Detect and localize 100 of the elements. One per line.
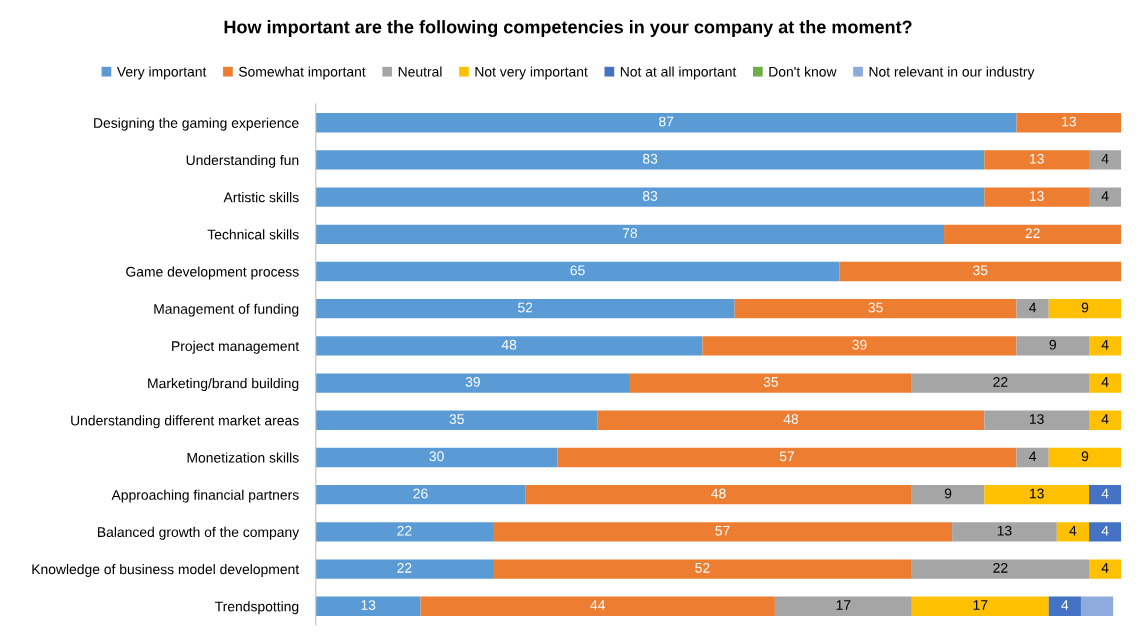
- legend-label: Don't know: [769, 66, 837, 77]
- data-label: 17: [973, 600, 988, 610]
- data-label: 22: [993, 376, 1008, 387]
- legend-label: Not at all important: [620, 66, 737, 80]
- data-label: 4: [1101, 488, 1109, 499]
- y-tick-label: Understanding fun: [186, 154, 299, 168]
- bar: [315, 187, 985, 207]
- bar: [984, 484, 1090, 505]
- bar: [525, 484, 912, 505]
- bar: [315, 522, 493, 542]
- bar: [1089, 559, 1122, 579]
- data-label: 4: [1061, 600, 1069, 610]
- legend-label: Very important: [116, 66, 207, 80]
- data-label: 4: [1069, 525, 1077, 536]
- data-label: 39: [852, 339, 867, 350]
- y-tick-label: Trendspotting: [215, 601, 299, 615]
- data-label: 9: [944, 488, 952, 499]
- y-tick-label: Marketing/brand building: [148, 378, 299, 391]
- data-label: 35: [973, 265, 988, 276]
- data-label: 22: [397, 525, 412, 536]
- data-label: 4: [1101, 339, 1109, 350]
- data-label: 78: [622, 228, 638, 239]
- bar: [1016, 113, 1122, 133]
- bar: [911, 484, 985, 505]
- bar: [944, 224, 1122, 244]
- bar: [629, 373, 912, 393]
- data-label: 9: [1081, 302, 1089, 313]
- bar: [774, 596, 912, 616]
- y-tick-label: Approaching financial partners: [111, 489, 299, 503]
- data-label: 52: [518, 302, 533, 313]
- data-label: 17: [836, 600, 851, 610]
- data-label: 57: [715, 525, 730, 536]
- data-label: 4: [1101, 153, 1109, 164]
- data-label: 13: [1030, 488, 1044, 499]
- data-label: 83: [642, 191, 658, 201]
- data-label: 9: [1081, 451, 1089, 462]
- data-label: 4: [1029, 451, 1037, 462]
- bar: [315, 596, 421, 616]
- bar: [984, 150, 1090, 170]
- data-label: 65: [570, 265, 585, 276]
- bar: [1089, 150, 1122, 170]
- bar: [1089, 336, 1122, 356]
- data-label: 52: [695, 562, 710, 573]
- bar: [1089, 373, 1122, 393]
- bar: [1080, 596, 1114, 616]
- bar: [315, 261, 840, 282]
- data-label: 48: [783, 414, 799, 425]
- data-label: 57: [779, 451, 795, 462]
- bar: [1016, 299, 1049, 319]
- bar: [1089, 522, 1122, 542]
- y-tick-label: Knowledge of business model development: [32, 564, 300, 577]
- data-label: 39: [465, 376, 480, 387]
- data-label: 48: [711, 488, 726, 499]
- chart-title: How important are the following competencies in your company at the moment?: [224, 20, 912, 38]
- data-label: 30: [429, 451, 444, 462]
- data-label: 13: [997, 525, 1012, 536]
- data-label: 13: [1030, 414, 1044, 425]
- bar: [420, 596, 775, 616]
- data-label: 4: [1101, 191, 1109, 201]
- data-label: 22: [397, 562, 412, 573]
- data-label: 4: [1101, 377, 1109, 387]
- bar: [493, 522, 953, 542]
- data-label: 48: [501, 339, 517, 350]
- data-label: 35: [763, 376, 779, 387]
- bar: [315, 224, 945, 244]
- bar: [315, 373, 630, 393]
- y-tick-label: Project management: [172, 340, 300, 354]
- bar: [315, 113, 1017, 133]
- data-label: 83: [642, 153, 658, 164]
- bar: [315, 299, 735, 319]
- legend-label: Not relevant in our industry: [869, 66, 1035, 80]
- y-tick-label: Monetization skills: [187, 452, 299, 463]
- y-tick-label: Balanced growth of the company: [98, 526, 300, 540]
- bar: [734, 299, 1017, 319]
- bar: [315, 559, 493, 579]
- data-label: 13: [1030, 191, 1044, 201]
- y-tick-label: Understanding different market areas: [71, 415, 299, 429]
- bar: [1089, 187, 1122, 207]
- bar: [315, 447, 558, 468]
- data-label: 4: [1101, 525, 1109, 536]
- bar: [1016, 336, 1090, 356]
- data-label: 35: [868, 302, 883, 313]
- bar: [1048, 299, 1122, 319]
- bar: [315, 150, 985, 170]
- bar: [315, 410, 598, 430]
- bar: [911, 596, 1049, 616]
- y-tick-label: Technical skills: [207, 229, 299, 240]
- bar: [1048, 447, 1122, 468]
- bar: [911, 559, 1090, 579]
- data-label: 22: [993, 562, 1008, 573]
- bar: [702, 336, 1017, 356]
- y-tick-label: Artistic skills: [223, 192, 299, 203]
- data-label: 9: [1049, 339, 1056, 350]
- data-label: 44: [590, 600, 606, 610]
- data-label: 26: [413, 488, 428, 499]
- bar: [315, 484, 526, 505]
- bar: [1016, 447, 1049, 468]
- bar: [984, 410, 1090, 430]
- bar: [1089, 410, 1122, 430]
- data-label: 35: [449, 414, 464, 425]
